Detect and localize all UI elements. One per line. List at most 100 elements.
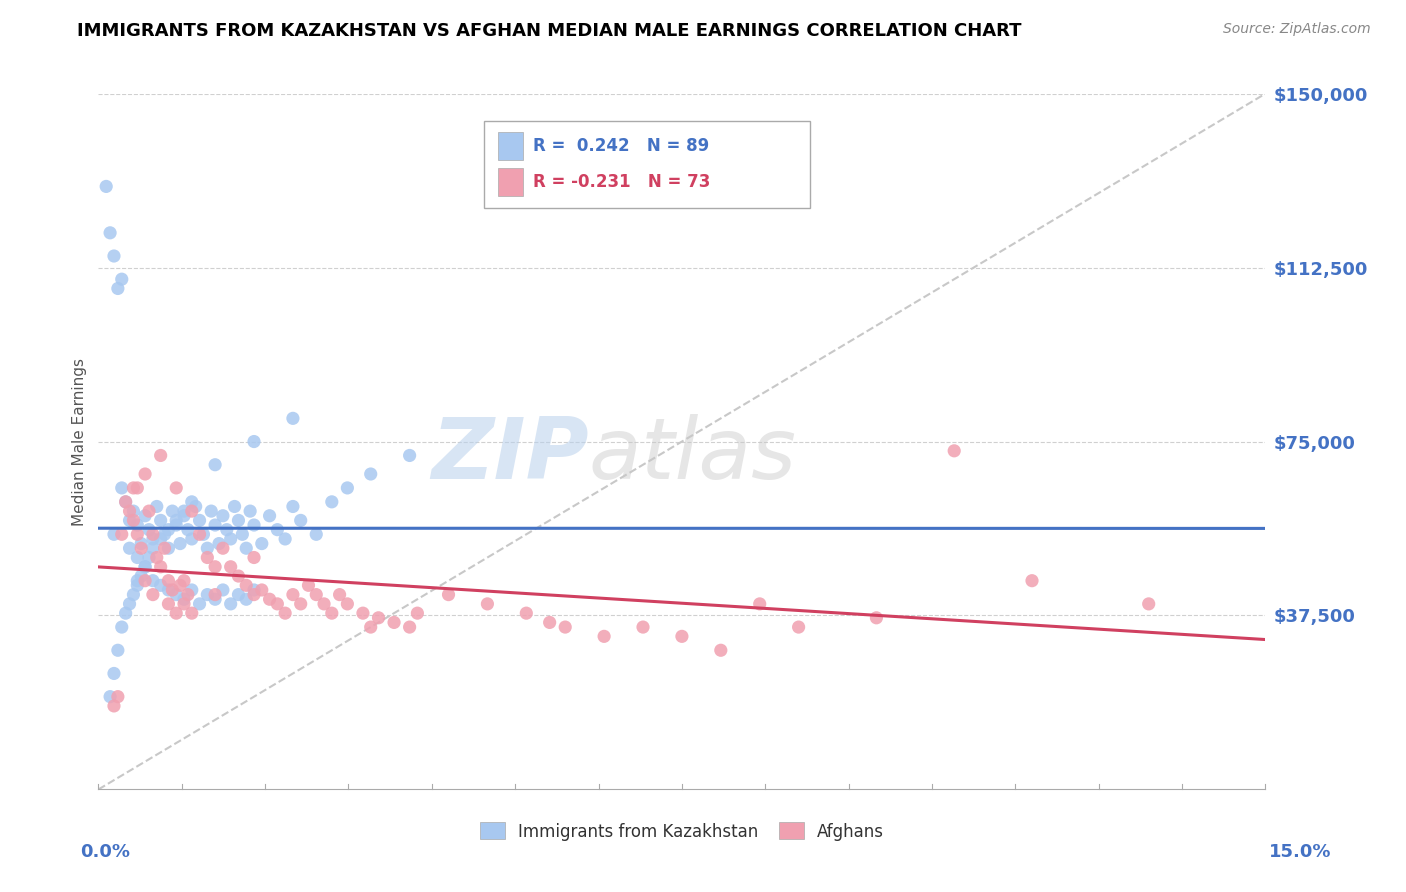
Point [173,508,195,523]
Point [215,523,238,537]
Point [180,504,202,518]
Point [142,588,165,602]
Point [336,481,359,495]
Point [188,527,211,541]
Point [134,559,156,574]
Point [204,458,226,472]
Point [329,588,352,602]
Point [146,550,169,565]
Point [243,518,266,533]
FancyBboxPatch shape [498,168,523,196]
Point [352,606,374,620]
Point [212,541,235,556]
Point [111,527,134,541]
Point [173,574,195,588]
Point [274,532,297,546]
Point [107,643,129,657]
Point [177,523,200,537]
Point [142,532,165,546]
Point [180,582,202,597]
Point [266,597,288,611]
Point [321,495,343,509]
Point [360,620,382,634]
Text: R = -0.231   N = 73: R = -0.231 N = 73 [533,173,710,191]
Point [149,513,172,527]
Point [169,578,191,592]
Point [188,513,211,527]
Point [188,597,211,611]
Point [398,620,420,634]
Point [157,582,180,597]
Point [111,620,134,634]
Point [515,606,537,620]
Text: ZIP: ZIP [430,414,589,497]
Point [228,588,250,602]
Point [281,500,304,514]
Point [367,611,389,625]
Point [212,582,235,597]
Point [98,690,121,704]
Point [96,179,118,194]
Point [235,541,257,556]
Point [103,698,125,713]
Point [134,467,156,481]
Text: atlas: atlas [589,414,797,497]
Point [129,541,152,556]
Point [149,559,172,574]
Text: 15.0%: 15.0% [1270,843,1331,861]
Point [398,449,420,463]
Point [165,606,187,620]
Point [127,574,149,588]
Point [184,500,207,514]
Point [748,597,770,611]
Point [118,504,141,518]
Point [103,249,125,263]
Point [204,592,226,607]
Point [162,582,184,597]
Point [103,527,125,541]
Point [204,518,226,533]
Point [153,541,176,556]
Point [360,467,382,481]
Point [127,518,149,533]
Point [204,588,226,602]
Point [274,606,297,620]
Point [138,523,160,537]
Point [204,559,226,574]
Point [122,513,145,527]
Point [219,532,242,546]
Point [122,481,145,495]
Point [149,578,172,592]
Point [208,536,231,550]
Point [157,597,180,611]
Point [177,588,200,602]
Point [173,504,195,518]
Point [127,527,149,541]
Y-axis label: Median Male Earnings: Median Male Earnings [72,358,87,525]
Point [127,550,149,565]
Point [281,588,304,602]
Point [134,574,156,588]
Point [321,606,343,620]
Point [538,615,561,630]
Point [593,629,616,643]
Point [169,536,191,550]
Point [312,597,335,611]
Point [173,597,195,611]
Point [173,592,195,607]
Point [259,592,281,607]
Point [118,513,141,527]
Point [157,574,180,588]
Point [165,481,187,495]
Point [142,527,165,541]
Point [127,578,149,592]
Text: IMMIGRANTS FROM KAZAKHSTAN VS AFGHAN MEDIAN MALE EARNINGS CORRELATION CHART: IMMIGRANTS FROM KAZAKHSTAN VS AFGHAN MED… [77,22,1022,40]
Point [195,588,218,602]
Point [297,578,319,592]
Point [224,500,246,514]
Text: 0.0%: 0.0% [80,843,131,861]
Point [259,508,281,523]
Point [250,582,273,597]
Point [243,588,266,602]
Point [146,500,169,514]
